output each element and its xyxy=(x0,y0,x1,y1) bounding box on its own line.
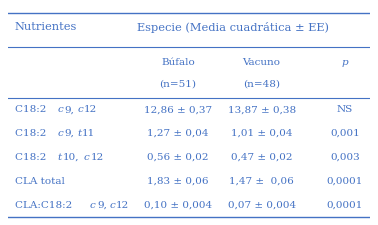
Text: 12: 12 xyxy=(116,200,130,209)
Text: 0,0001: 0,0001 xyxy=(327,176,363,185)
Text: 1,01 ± 0,04: 1,01 ± 0,04 xyxy=(231,128,292,137)
Text: t: t xyxy=(77,128,81,137)
Text: Especie (Media cuadrática ± EE): Especie (Media cuadrática ± EE) xyxy=(136,22,328,33)
Text: c: c xyxy=(58,105,64,114)
Text: CLA:C18:2: CLA:C18:2 xyxy=(15,200,75,209)
Text: 1,27 ± 0,04: 1,27 ± 0,04 xyxy=(147,128,209,137)
Text: 12: 12 xyxy=(90,152,104,161)
Text: 12: 12 xyxy=(84,105,98,114)
Text: 0,001: 0,001 xyxy=(330,128,360,137)
Text: 10,: 10, xyxy=(63,152,79,161)
Text: c: c xyxy=(83,152,89,161)
Text: 0,003: 0,003 xyxy=(330,152,360,161)
Text: NS: NS xyxy=(337,105,353,114)
Text: c: c xyxy=(77,105,83,114)
Text: CLA total: CLA total xyxy=(15,176,65,185)
Text: c: c xyxy=(58,128,64,137)
Text: Vacuno: Vacuno xyxy=(243,57,280,66)
Text: (n=51): (n=51) xyxy=(160,79,197,88)
Text: Búfalo: Búfalo xyxy=(161,57,195,66)
Text: 0,56 ± 0,02: 0,56 ± 0,02 xyxy=(147,152,209,161)
Text: C18:2: C18:2 xyxy=(15,152,50,161)
Text: 0,10 ± 0,004: 0,10 ± 0,004 xyxy=(144,200,212,209)
Text: 1,83 ± 0,06: 1,83 ± 0,06 xyxy=(147,176,209,185)
Text: 0,07 ± 0,004: 0,07 ± 0,004 xyxy=(228,200,296,209)
Text: (n=48): (n=48) xyxy=(243,79,280,88)
Text: 13,87 ± 0,38: 13,87 ± 0,38 xyxy=(228,105,296,114)
Text: 1,47 ±  0,06: 1,47 ± 0,06 xyxy=(229,176,294,185)
Text: C18:2: C18:2 xyxy=(15,128,50,137)
Text: 12,86 ± 0,37: 12,86 ± 0,37 xyxy=(144,105,212,114)
Text: p: p xyxy=(342,57,349,66)
Text: 0,47 ± 0,02: 0,47 ± 0,02 xyxy=(231,152,292,161)
Text: 9,: 9, xyxy=(65,105,75,114)
Text: 11: 11 xyxy=(82,128,95,137)
Text: t: t xyxy=(58,152,62,161)
Text: 0,0001: 0,0001 xyxy=(327,200,363,209)
Text: 9,: 9, xyxy=(97,200,107,209)
Text: C18:2: C18:2 xyxy=(15,105,50,114)
Text: Nutrientes: Nutrientes xyxy=(15,22,77,32)
Text: c: c xyxy=(109,200,115,209)
Text: c: c xyxy=(90,200,96,209)
Text: 9,: 9, xyxy=(65,128,75,137)
